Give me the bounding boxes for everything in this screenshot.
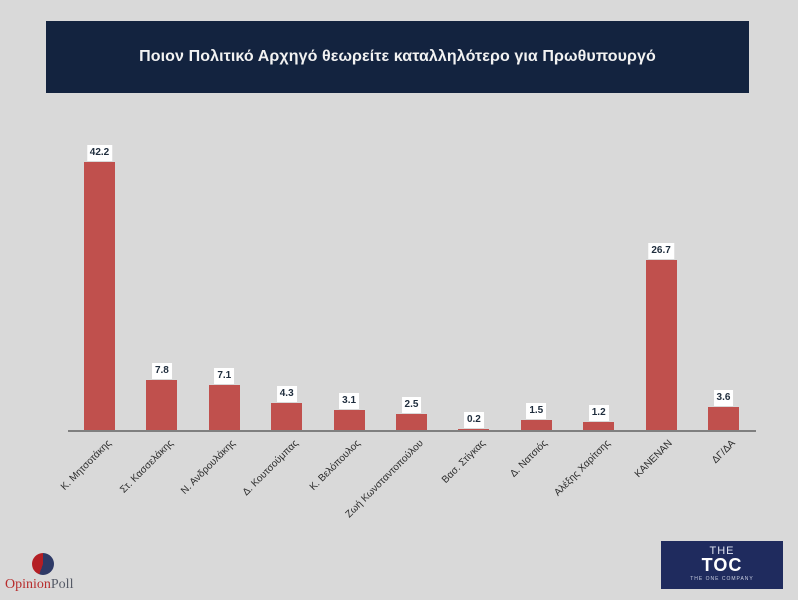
x-axis-category-label: Κ. Μητσοτάκης xyxy=(58,438,114,493)
x-axis-category-label: ΚΑΝΕΝΑΝ xyxy=(632,438,675,480)
x-axis-category-label: Ν. Ανδρουλάκης xyxy=(179,438,239,497)
thetoc-logo-sub: THE ONE COMPANY xyxy=(690,576,754,582)
bar-value-label: 1.5 xyxy=(526,403,547,420)
bar-value-label: 2.5 xyxy=(401,397,422,414)
bar-value-label: 7.8 xyxy=(151,363,172,380)
bar xyxy=(458,428,490,430)
bar xyxy=(84,162,115,430)
bar-value-label: 7.1 xyxy=(214,367,235,384)
x-axis-category-label: Βασ. Στίγκας xyxy=(439,438,488,486)
bar xyxy=(271,402,303,430)
x-axis-category-label: Στ. Κασσελάκης xyxy=(118,438,176,496)
bar xyxy=(333,410,365,430)
x-axis-category-label: ΔΓ/ΔΑ xyxy=(709,438,738,466)
x-axis-category-label: Αλέξης Χαρίτσης xyxy=(552,438,613,499)
bar-value-label: 4.3 xyxy=(276,385,297,402)
bar xyxy=(146,380,178,430)
opinionpoll-circle-icon xyxy=(32,553,54,575)
x-axis-category-label: Δ. Κουτσούμπας xyxy=(240,438,301,499)
bar xyxy=(708,407,739,430)
bar-value-label: 3.1 xyxy=(339,393,360,410)
opinionpoll-logo-text-2: Poll xyxy=(50,577,74,592)
chart-title-banner: Ποιον Πολιτικό Αρχηγό θεωρείτε καταλληλό… xyxy=(46,21,749,93)
x-axis-line xyxy=(68,430,756,432)
bar xyxy=(645,260,677,430)
x-axis-category-label: Κ. Βελόπουλος xyxy=(307,438,363,493)
bar-value-label: 1.2 xyxy=(588,405,609,422)
thetoc-logo-the: THE xyxy=(709,545,735,557)
bar xyxy=(520,420,552,430)
x-axis-category-label: Δ. Νατσιός xyxy=(508,438,551,480)
bar-value-label: 42.2 xyxy=(86,145,113,161)
bar xyxy=(583,422,615,430)
thetoc-logo-toc: TOC xyxy=(701,555,743,575)
bar-value-label: 0.2 xyxy=(463,411,484,428)
bar xyxy=(208,384,240,430)
opinionpoll-logo-text-1: Opinion xyxy=(5,577,51,592)
chart-title: Ποιον Πολιτικό Αρχηγό θεωρείτε καταλληλό… xyxy=(139,48,656,65)
bar xyxy=(396,414,427,430)
bar-value-label: 3.6 xyxy=(713,390,734,407)
bar-value-label: 26.7 xyxy=(648,243,674,260)
thetoc-logo: THE TOC THE ONE COMPANY xyxy=(661,541,783,589)
